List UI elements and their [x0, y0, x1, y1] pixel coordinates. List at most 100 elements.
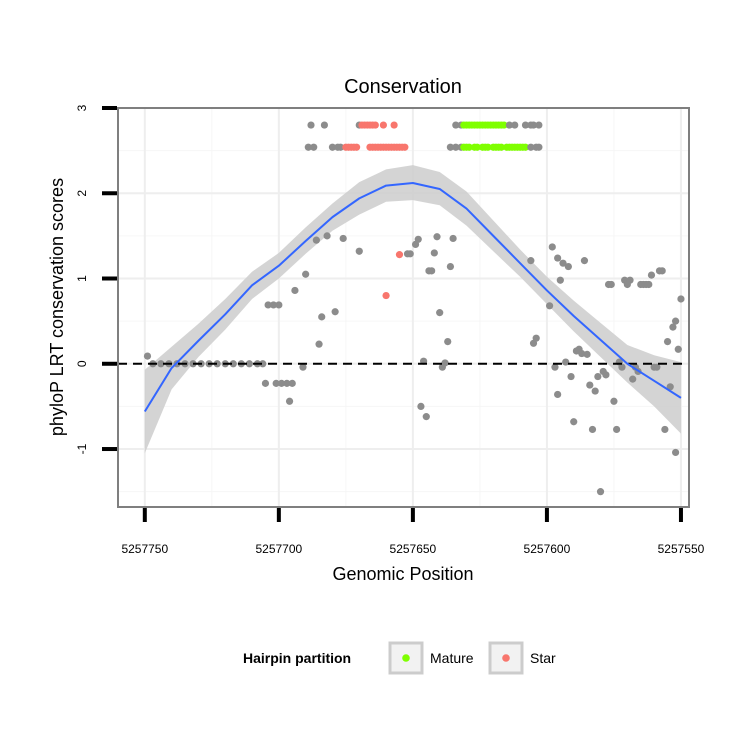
- y-tick-label: 0: [75, 360, 89, 367]
- data-point-other: [229, 360, 237, 368]
- data-point-other: [446, 262, 455, 271]
- data-point-other: [570, 418, 578, 426]
- data-point-other: [277, 379, 286, 387]
- data-point-other: [671, 317, 680, 325]
- data-point-other: [312, 236, 320, 244]
- legend-label: Mature: [430, 650, 474, 666]
- y-axis: -1 0 1 2 3: [75, 104, 117, 454]
- data-point-other: [269, 301, 278, 309]
- data-point-other: [299, 363, 307, 371]
- data-point-other: [562, 358, 570, 366]
- data-point-other: [505, 121, 513, 129]
- data-point-other: [259, 360, 267, 368]
- y-tick-label: 1: [75, 275, 89, 282]
- legend-label: Star: [530, 650, 556, 666]
- chart-title: Conservation: [344, 76, 462, 98]
- data-point-other: [663, 338, 672, 346]
- smooth-line: [143, 182, 682, 413]
- data-point-other: [444, 338, 452, 346]
- data-point-other: [320, 121, 329, 129]
- data-point-other: [596, 488, 605, 496]
- data-point-star: [390, 121, 398, 129]
- panel-border: [117, 107, 690, 508]
- legend-key-marker: [402, 654, 410, 662]
- data-point-other: [613, 425, 621, 434]
- data-point-star: [352, 143, 361, 151]
- data-point-other: [157, 360, 165, 368]
- legend-entry-star: Star: [488, 641, 556, 675]
- data-point-other: [591, 387, 599, 395]
- data-point-other: [527, 257, 535, 265]
- data-point-other: [674, 345, 682, 353]
- legend: Hairpin partition Mature Star: [243, 641, 556, 675]
- legend-title: Hairpin partition: [243, 650, 351, 666]
- data-point-other: [315, 340, 323, 348]
- data-point-other: [653, 363, 661, 371]
- data-point-other: [671, 448, 680, 457]
- data-point-other: [436, 309, 444, 317]
- data-point-other: [626, 276, 634, 284]
- data-point-other: [323, 232, 331, 240]
- data-point-other: [307, 121, 315, 129]
- data-point-other: [666, 383, 674, 391]
- data-point-other: [586, 381, 594, 389]
- data-point-other: [527, 143, 535, 151]
- data-point-other: [310, 143, 318, 151]
- data-point-mature: [473, 143, 481, 151]
- data-point-other: [658, 267, 666, 275]
- x-tick-label: 5257700: [255, 542, 302, 556]
- data-point-other: [446, 143, 455, 151]
- data-point-other: [583, 350, 591, 358]
- data-point-other: [283, 379, 291, 387]
- x-tick-label: 5257650: [390, 542, 437, 556]
- data-point-other: [629, 375, 637, 383]
- data-point-other: [339, 234, 347, 243]
- data-point-other: [261, 379, 270, 387]
- data-point-other: [291, 286, 299, 295]
- data-point-other: [328, 143, 337, 151]
- smooth-trend-line: [143, 182, 682, 413]
- data-point-other: [441, 359, 449, 367]
- data-point-other: [318, 313, 326, 321]
- data-point-other: [580, 257, 589, 265]
- data-point-other: [452, 121, 460, 129]
- data-point-other: [433, 233, 441, 241]
- data-points: [143, 121, 685, 496]
- data-point-other: [661, 425, 669, 434]
- data-point-other: [594, 372, 602, 381]
- data-point-other: [529, 121, 538, 129]
- x-tick-label: 5257750: [121, 542, 168, 556]
- data-point-other: [677, 295, 685, 303]
- y-tick-label: 2: [75, 190, 89, 197]
- data-point-other: [535, 143, 543, 151]
- data-point-other: [213, 360, 221, 368]
- data-point-mature: [500, 121, 508, 129]
- data-point-other: [414, 235, 422, 243]
- data-point-other: [449, 234, 457, 243]
- data-point-star: [401, 143, 409, 151]
- data-point-other: [285, 397, 294, 405]
- data-point-mature: [521, 143, 530, 151]
- data-point-other: [602, 371, 610, 379]
- data-point-other: [422, 413, 430, 421]
- data-point-other: [647, 271, 656, 279]
- data-point-other: [521, 121, 530, 129]
- data-point-other: [645, 280, 653, 289]
- x-axis-title: Genomic Position: [332, 564, 473, 584]
- data-point-other: [588, 425, 597, 434]
- data-point-other: [607, 280, 615, 289]
- data-point-other: [417, 402, 425, 410]
- data-point-other: [288, 379, 296, 387]
- data-point-star: [382, 291, 390, 300]
- legend-key-marker: [502, 654, 510, 662]
- data-point-other: [548, 243, 556, 251]
- data-point-other: [143, 352, 152, 360]
- confidence-band-area: [144, 165, 681, 454]
- data-point-other: [554, 254, 562, 262]
- data-point-other: [610, 397, 618, 405]
- y-tick-label: 3: [75, 104, 89, 111]
- data-point-other: [304, 143, 312, 151]
- data-point-other: [578, 349, 586, 358]
- data-point-other: [275, 301, 283, 309]
